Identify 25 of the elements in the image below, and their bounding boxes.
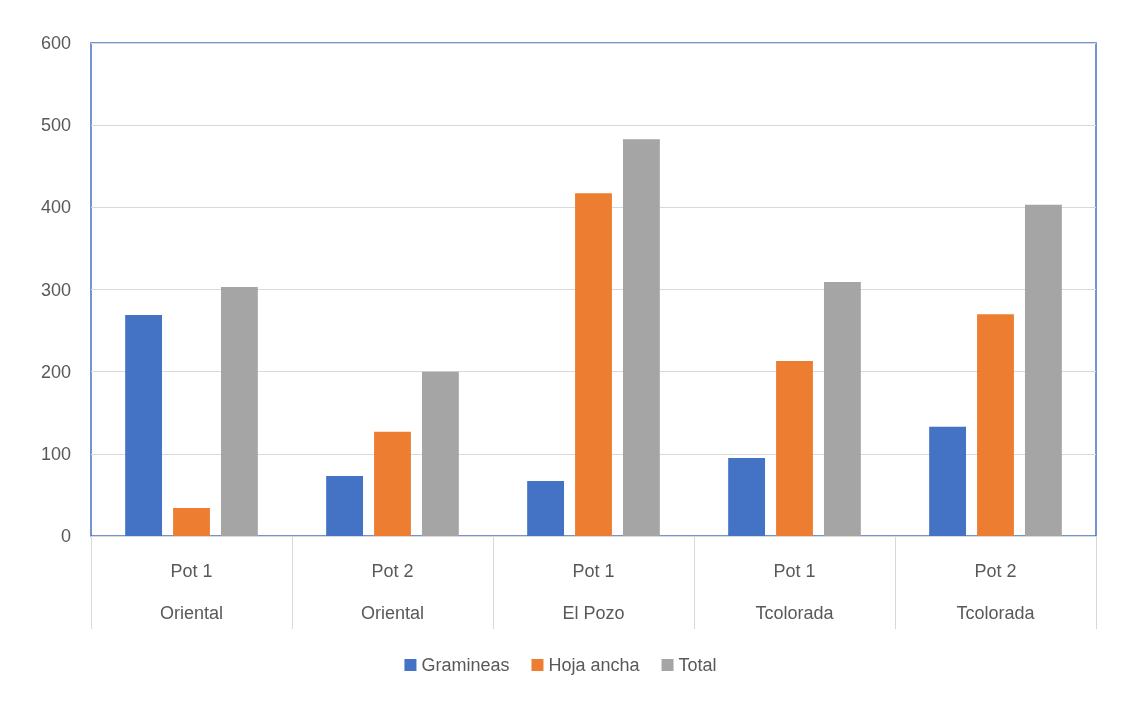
legend-label: Gramineas — [421, 655, 510, 675]
category-label: Pot 2 Oriental — [360, 561, 425, 623]
y-tick-label: 100 — [40, 443, 71, 464]
bar — [622, 139, 660, 536]
y-tick-label: 500 — [40, 115, 71, 136]
legend-label: Hoja ancha — [548, 655, 641, 675]
bar — [776, 360, 813, 536]
category-label: Pot 1 Oriental — [159, 561, 224, 623]
y-tick-label: 300 — [40, 279, 71, 300]
y-tick-label: 200 — [40, 361, 71, 382]
y-tick-label: 400 — [40, 197, 71, 218]
bar — [977, 314, 1014, 536]
bar — [823, 282, 861, 536]
bar — [374, 431, 411, 536]
bar — [421, 371, 459, 536]
y-tick-label: 600 — [40, 33, 71, 53]
bar — [1024, 204, 1062, 536]
bar — [173, 508, 210, 536]
category-label: Pot 2 Tcolorada — [956, 561, 1035, 623]
legend-label: Total — [678, 655, 717, 675]
y-tick-label: 0 — [60, 526, 71, 546]
bar — [575, 193, 612, 536]
category-label: Pot 1 Tcolorada — [755, 561, 834, 623]
category-label: Pot 1 El Pozo — [562, 561, 625, 623]
bar — [220, 287, 258, 536]
